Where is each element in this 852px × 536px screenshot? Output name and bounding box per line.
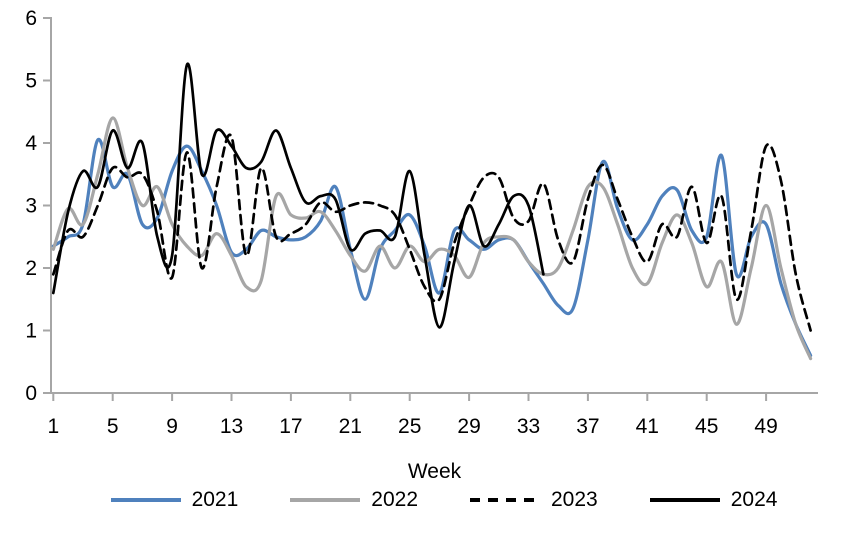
- legend-item-2022: 2022: [288, 487, 418, 513]
- x-tick-label: 1: [47, 415, 59, 438]
- x-tick-label: 49: [754, 415, 777, 438]
- legend-label-2023: 2023: [551, 488, 598, 511]
- legend-item-2021: 2021: [109, 487, 239, 513]
- y-tick-label: 1: [25, 320, 37, 343]
- x-tick-label: 33: [517, 415, 540, 438]
- x-tick-label: 29: [457, 415, 480, 438]
- x-tick-label: 45: [695, 415, 718, 438]
- series-line-2023: [51, 133, 812, 332]
- x-tick-label: 17: [279, 415, 302, 438]
- x-tick-label: 25: [398, 415, 421, 438]
- series-line-2021: [51, 138, 813, 358]
- x-tick-label: 37: [576, 415, 599, 438]
- y-tick-label: 6: [25, 7, 37, 30]
- x-tick-label: 5: [107, 415, 119, 438]
- x-axis-title: Week: [408, 460, 462, 482]
- series-line-2022: [51, 116, 813, 361]
- x-tick-label: 13: [220, 415, 243, 438]
- legend-swatch-2021-line: [110, 498, 181, 502]
- legend-label-2024: 2024: [730, 488, 778, 511]
- y-tick-label: 3: [25, 195, 37, 218]
- y-tick-label: 4: [25, 132, 37, 155]
- y-tick-label: 5: [25, 70, 37, 93]
- legend-item-2023: 2023: [468, 487, 598, 513]
- legend-swatch-2022-line: [290, 498, 361, 502]
- series-line-2024: [51, 62, 545, 329]
- legend-swatch-2023-line: [470, 498, 540, 502]
- x-tick-label: 21: [339, 415, 362, 438]
- legend-label-2022: 2022: [371, 488, 418, 511]
- y-tick-label: 0: [25, 382, 37, 405]
- x-tick-label: 41: [636, 415, 659, 438]
- legend-label-2021: 2021: [191, 488, 239, 511]
- y-tick-label: 2: [25, 257, 37, 280]
- legend-item-2024: 2024: [648, 487, 778, 513]
- x-tick-label: 9: [166, 415, 178, 438]
- legend: 2021 2022 2023 2024: [0, 487, 852, 513]
- legend-swatch-2024-line: [649, 498, 720, 502]
